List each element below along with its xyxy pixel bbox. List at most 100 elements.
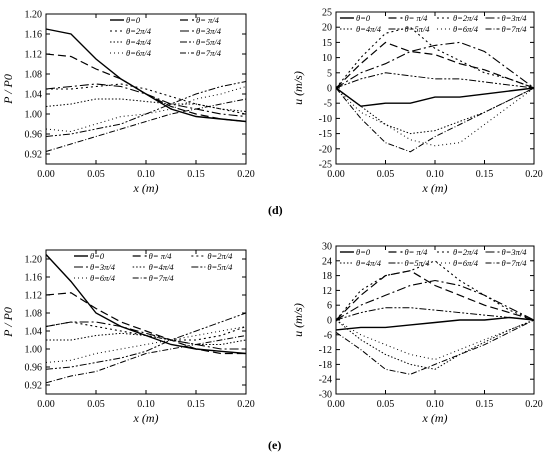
d-velocity-series-line [335,87,535,153]
panel-label-d: (d) [268,203,283,217]
d-velocity-x-tick-label: 0.20 [525,169,543,180]
d-pressure-series-line [45,81,247,137]
e-pressure-legend-label: θ= π/4 [149,251,173,261]
d-pressure-legend-label: θ=4π/4 [126,37,152,47]
d-velocity-x-tick-label: 0.05 [377,169,395,180]
d-velocity-y-tick-label: 15 [322,38,332,49]
e-velocity-series-line [335,319,535,370]
e-pressure-series-line [45,326,247,363]
e-velocity-y-tick-label: 12 [322,286,332,297]
e-velocity-x-tick-label: 0.20 [525,399,543,410]
d-velocity-y-tick-label: 0 [327,84,332,95]
e-velocity-x-tick-label: 0.00 [327,399,345,410]
d-pressure-legend-label: θ= π/4 [196,15,220,25]
d-velocity-x-tick-label: 0.15 [476,169,494,180]
e-pressure-legend-label: θ=3π/4 [90,262,116,272]
d-velocity-legend-label: θ=7π/4 [501,24,527,34]
d-velocity-series-line [335,87,535,107]
e-velocity-legend-label: θ=4π/4 [356,258,382,268]
e-velocity-series-line [335,307,535,321]
d-velocity-chart: 0.00 0.05 0.10 0.15 0.20 -25 -20 -15 -10 -5 0 5 10 15… [291,8,543,196]
d-pressure-series-line [45,83,247,118]
d-pressure-legend-label: θ=7π/4 [196,48,222,58]
d-pressure-legend-label: θ=5π/4 [196,37,222,47]
d-velocity-series-line [335,26,535,89]
e-pressure-x-axis-label: x (m) [133,411,159,425]
e-velocity-y-tick-label: -6 [324,330,332,341]
d-pressure-y-tick-label: 1.20 [25,10,43,21]
e-velocity-series-line [335,279,535,321]
d-velocity-frame [335,11,535,165]
e-velocity-y-tick-label: 6 [327,301,332,312]
e-pressure-y-tick-label: 1.20 [25,255,43,266]
e-pressure-y-axis-label: P / P0 [1,307,15,338]
d-velocity-y-tick-label: 20 [322,23,332,34]
e-velocity-x-tick-label: 0.15 [476,399,494,410]
e-pressure-chart: 0.00 0.05 0.10 0.15 0.20 0.92 0.96 1.00 1.04 1.08… [1,249,255,425]
d-velocity-y-tick-label: 25 [322,8,332,19]
e-velocity-y-tick-label: -12 [319,345,332,356]
e-pressure-x-tick-label: 0.20 [237,399,255,410]
e-pressure-series-line [45,312,247,370]
e-velocity-legend-label: θ= π/4 [404,247,428,257]
d-velocity-y-tick-label: -5 [324,99,332,110]
e-pressure-legend-label: θ=7π/4 [149,273,175,283]
e-pressure-series-line [45,292,246,355]
d-velocity-series-line [335,41,535,89]
d-velocity-legend-label: θ=2π/4 [453,13,479,23]
e-velocity-series-line [335,319,535,375]
e-pressure-y-tick-label: 0.96 [25,363,43,374]
e-velocity-y-tick-label: -18 [319,360,332,371]
e-velocity-x-axis-label: x (m) [422,411,448,425]
d-velocity-series-line [335,72,535,89]
d-pressure-x-tick-label: 0.05 [87,169,105,180]
d-velocity-series-line [335,41,535,89]
e-velocity-legend-label: θ=7π/4 [501,258,527,268]
e-pressure-x-tick-label: 0.05 [87,399,105,410]
d-pressure-legend-label: θ=0 [126,15,141,25]
e-pressure-y-tick-label: 1.12 [25,291,43,302]
d-pressure-x-axis-label: x (m) [133,181,159,195]
e-pressure-x-tick-label: 0.00 [37,399,55,410]
d-velocity-y-tick-label: -15 [319,129,332,140]
d-pressure-legend-label: θ=2π/4 [126,26,152,36]
e-velocity-series-line [335,316,535,331]
e-pressure-y-tick-label: 1.04 [25,327,43,338]
e-velocity-y-axis-label: u (m/s) [291,303,305,337]
e-velocity-legend-label: θ=3π/4 [501,247,527,257]
d-pressure-x-tick-label: 0.15 [187,169,205,180]
e-pressure-legend-label: θ=4π/4 [149,262,175,272]
d-velocity-y-axis-label: u (m/s) [291,71,305,105]
d-velocity-legend-label: θ=5π/4 [404,24,430,34]
d-velocity-legend-label: θ= π/4 [404,13,428,23]
e-pressure-x-tick-label: 0.10 [137,399,155,410]
e-pressure-y-tick-label: 1.16 [25,273,43,284]
e-pressure-legend-label: θ=6π/4 [90,273,116,283]
d-velocity-x-axis-label: x (m) [422,181,448,195]
e-pressure-legend-label: θ=2π/4 [207,251,233,261]
e-velocity-x-tick-label: 0.05 [377,399,395,410]
d-pressure-chart: 0.00 0.05 0.10 0.15 0.20 0.92 0.96 1.00 1.04 1.08… [1,10,255,196]
e-velocity-y-tick-label: 30 [322,242,332,253]
d-pressure-x-tick-label: 0.00 [37,169,55,180]
e-pressure-y-tick-label: 0.92 [25,381,43,392]
d-pressure-y-tick-label: 0.92 [25,150,43,161]
e-velocity-legend-label: θ=2π/4 [453,247,479,257]
e-velocity-legend-label: θ=6π/4 [453,258,479,268]
d-velocity-series-line [335,87,535,147]
e-velocity-x-tick-label: 0.10 [426,399,444,410]
d-velocity-x-tick-label: 0.00 [327,169,345,180]
e-velocity-y-tick-label: 18 [322,271,332,282]
d-pressure-series-line [45,53,247,123]
d-pressure-y-tick-label: 1.12 [25,50,43,61]
d-velocity-series-line [335,87,535,135]
d-pressure-legend-label: θ=3π/4 [196,26,222,36]
d-velocity-y-tick-label: -20 [319,144,332,155]
e-pressure-y-tick-label: 1.00 [25,345,43,356]
e-pressure-legend-label: θ=0 [90,251,105,261]
e-velocity-frame [335,245,535,395]
panel-label-e: (e) [268,438,282,452]
d-pressure-y-tick-label: 1.00 [25,110,43,121]
d-pressure-series-line [46,83,247,115]
d-velocity-y-tick-label: 10 [322,53,332,64]
